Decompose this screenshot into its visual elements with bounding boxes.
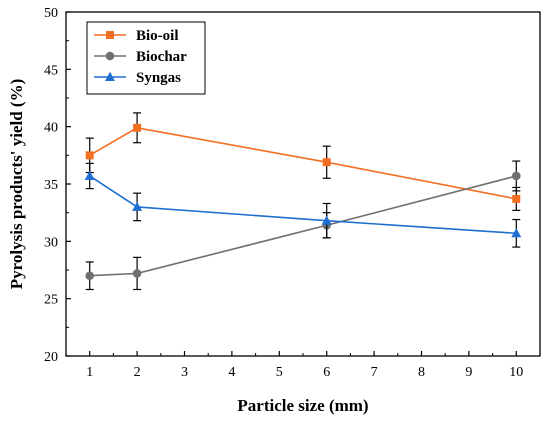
x-tick-label: 9: [465, 365, 472, 380]
x-tick-label: 2: [134, 365, 141, 380]
y-tick-label: 40: [44, 121, 58, 136]
series-line-syngas: [89, 175, 517, 235]
data-point-biochar: [85, 271, 94, 281]
y-tick-label: 45: [44, 63, 58, 78]
legend-marker-bio-oil: [106, 31, 114, 39]
data-point-bio-oil: [85, 151, 94, 160]
x-tick-label: 6: [323, 365, 330, 380]
series-bio-oil: [85, 112, 521, 211]
legend-label-bio-oil: Bio-oil: [136, 28, 179, 44]
x-tick-label: 1: [86, 365, 93, 380]
data-point-bio-oil: [512, 194, 521, 203]
y-tick-label: 35: [44, 178, 58, 193]
legend-label-syngas: Syngas: [136, 70, 181, 86]
series-syngas: [84, 162, 522, 248]
data-point-syngas: [511, 228, 522, 238]
data-point-syngas: [132, 201, 143, 211]
y-tick-label: 50: [44, 6, 58, 21]
data-point-biochar: [132, 269, 142, 278]
legend-marker-biochar: [105, 51, 115, 61]
y-tick-label: 20: [44, 350, 58, 365]
series-line-bio-oil: [89, 126, 517, 200]
y-tick-label: 30: [44, 235, 58, 250]
data-point-bio-oil: [322, 158, 331, 167]
data-point-syngas: [321, 215, 332, 225]
chart-series: [84, 112, 522, 291]
data-point-bio-oil: [133, 123, 142, 132]
x-tick-label: 4: [228, 365, 235, 380]
x-tick-label: 5: [276, 365, 283, 380]
series-biochar: [85, 160, 521, 291]
legend-marker-syngas: [105, 71, 115, 81]
legend: Bio-oil Biochar Syngas: [86, 21, 206, 95]
x-tick-label: 10: [509, 365, 523, 380]
x-tick-label: 7: [371, 365, 378, 380]
data-point-syngas: [84, 170, 95, 180]
legend-label-biochar: Biochar: [136, 49, 187, 65]
data-point-biochar: [512, 171, 521, 181]
x-tick-label: 8: [418, 365, 425, 380]
x-tick-label: 3: [181, 365, 188, 380]
y-axis-title: Pyrolysis products' yield (%): [7, 79, 26, 289]
y-tick-label: 25: [44, 293, 58, 308]
series-line-biochar: [89, 175, 517, 277]
x-axis-title: Particle size (mm): [237, 396, 368, 415]
